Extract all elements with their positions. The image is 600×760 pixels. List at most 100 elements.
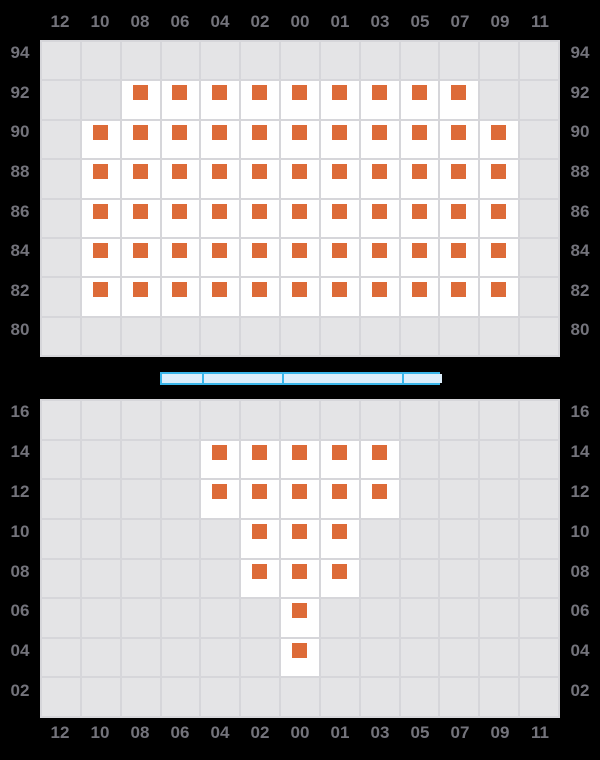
grid-cell[interactable] <box>359 159 400 199</box>
grid-cell[interactable] <box>280 479 320 519</box>
grid-cell[interactable] <box>280 637 320 678</box>
grid-cell[interactable] <box>280 119 320 160</box>
grid-cell[interactable] <box>439 237 480 278</box>
grid-cell[interactable] <box>439 119 480 160</box>
x-tick-label: 06 <box>170 12 190 31</box>
grid-cell[interactable] <box>280 277 320 317</box>
grid-cell[interactable] <box>319 198 360 238</box>
grid-cell[interactable] <box>280 558 320 599</box>
range-scrollbar[interactable] <box>160 372 442 385</box>
grid-cell[interactable] <box>280 518 320 559</box>
grid-cell[interactable] <box>479 119 520 160</box>
grid-cell <box>120 41 161 81</box>
grid-cell[interactable] <box>80 198 121 238</box>
grid-cell[interactable] <box>240 237 281 278</box>
grid-cell[interactable] <box>399 119 440 160</box>
data-marker-icon <box>172 282 188 298</box>
grid-cell[interactable] <box>120 198 161 238</box>
grid-cell[interactable] <box>240 558 281 599</box>
scrollbar-segment[interactable] <box>402 374 442 383</box>
grid-cell[interactable] <box>120 237 161 278</box>
x-axis-bottom: 12 10 08 06 04 02 00 01 03 05 07 09 11 <box>0 721 600 745</box>
grid-cell[interactable] <box>120 159 161 199</box>
grid-cell <box>519 677 559 717</box>
grid-cell[interactable] <box>120 80 161 120</box>
grid-cell[interactable] <box>200 479 241 519</box>
grid-cell[interactable] <box>319 439 360 480</box>
grid-cell[interactable] <box>120 277 161 317</box>
grid-cell[interactable] <box>319 119 360 160</box>
grid-cell[interactable] <box>200 237 241 278</box>
scrollbar-segment[interactable] <box>162 374 202 383</box>
grid-cell[interactable] <box>359 80 400 120</box>
grid-cell[interactable] <box>359 198 400 238</box>
grid-cell[interactable] <box>80 159 121 199</box>
grid-cell[interactable] <box>399 159 440 199</box>
grid-cell[interactable] <box>200 80 241 120</box>
grid-cell[interactable] <box>160 198 201 238</box>
grid-cell[interactable] <box>479 277 520 317</box>
grid-cell[interactable] <box>280 159 320 199</box>
grid-cell[interactable] <box>280 598 320 638</box>
grid-cell[interactable] <box>319 237 360 278</box>
y-axis-right: 16 14 12 10 08 06 04 02 <box>560 399 600 718</box>
grid-cell[interactable] <box>479 159 520 199</box>
grid-cell[interactable] <box>160 159 201 199</box>
grid-cell[interactable] <box>439 159 480 199</box>
grid-cell <box>439 400 480 440</box>
grid-cell[interactable] <box>439 80 480 120</box>
grid-cell[interactable] <box>399 80 440 120</box>
grid-cell[interactable] <box>319 80 360 120</box>
grid-cell[interactable] <box>240 119 281 160</box>
grid-cell[interactable] <box>479 198 520 238</box>
grid-cell[interactable] <box>439 198 480 238</box>
grid-cell[interactable] <box>359 237 400 278</box>
grid-cell[interactable] <box>80 119 121 160</box>
scrollbar-segment[interactable] <box>202 374 282 383</box>
grid-cell[interactable] <box>280 237 320 278</box>
grid-cell[interactable] <box>439 277 480 317</box>
grid-cell[interactable] <box>160 80 201 120</box>
grid-cell[interactable] <box>200 198 241 238</box>
grid-cell[interactable] <box>200 159 241 199</box>
grid-cell[interactable] <box>240 479 281 519</box>
grid-cell[interactable] <box>240 80 281 120</box>
grid-cell[interactable] <box>240 198 281 238</box>
grid-cell[interactable] <box>359 439 400 480</box>
data-marker-icon <box>252 242 268 258</box>
grid-cell[interactable] <box>240 159 281 199</box>
grid-cell[interactable] <box>240 518 281 559</box>
grid-cell[interactable] <box>280 198 320 238</box>
grid-cell[interactable] <box>240 277 281 317</box>
grid-cell[interactable] <box>200 119 241 160</box>
grid-cell[interactable] <box>80 237 121 278</box>
y-tick-label: 16 <box>10 402 30 421</box>
grid-cell[interactable] <box>319 518 360 559</box>
grid-cell[interactable] <box>359 119 400 160</box>
grid-cell <box>120 439 161 480</box>
scrollbar-segment[interactable] <box>282 374 402 383</box>
grid-cell[interactable] <box>200 277 241 317</box>
grid-cell[interactable] <box>160 277 201 317</box>
grid-cell[interactable] <box>359 479 400 519</box>
grid-cell[interactable] <box>399 277 440 317</box>
grid-cell[interactable] <box>120 119 161 160</box>
data-marker-icon <box>331 203 347 219</box>
grid-cell[interactable] <box>240 439 281 480</box>
y-tick-label: 14 <box>10 441 30 461</box>
grid-cell[interactable] <box>479 237 520 278</box>
grid-cell[interactable] <box>80 277 121 317</box>
grid-cell[interactable] <box>399 198 440 238</box>
grid-cell[interactable] <box>319 277 360 317</box>
grid-cell[interactable] <box>359 277 400 317</box>
grid-cell[interactable] <box>200 439 241 480</box>
grid-cell <box>80 558 121 599</box>
grid-cell[interactable] <box>319 479 360 519</box>
grid-cell[interactable] <box>319 159 360 199</box>
grid-cell[interactable] <box>399 237 440 278</box>
grid-cell[interactable] <box>160 237 201 278</box>
grid-cell[interactable] <box>319 558 360 599</box>
grid-cell[interactable] <box>280 439 320 480</box>
grid-cell[interactable] <box>280 80 320 120</box>
grid-cell[interactable] <box>160 119 201 160</box>
